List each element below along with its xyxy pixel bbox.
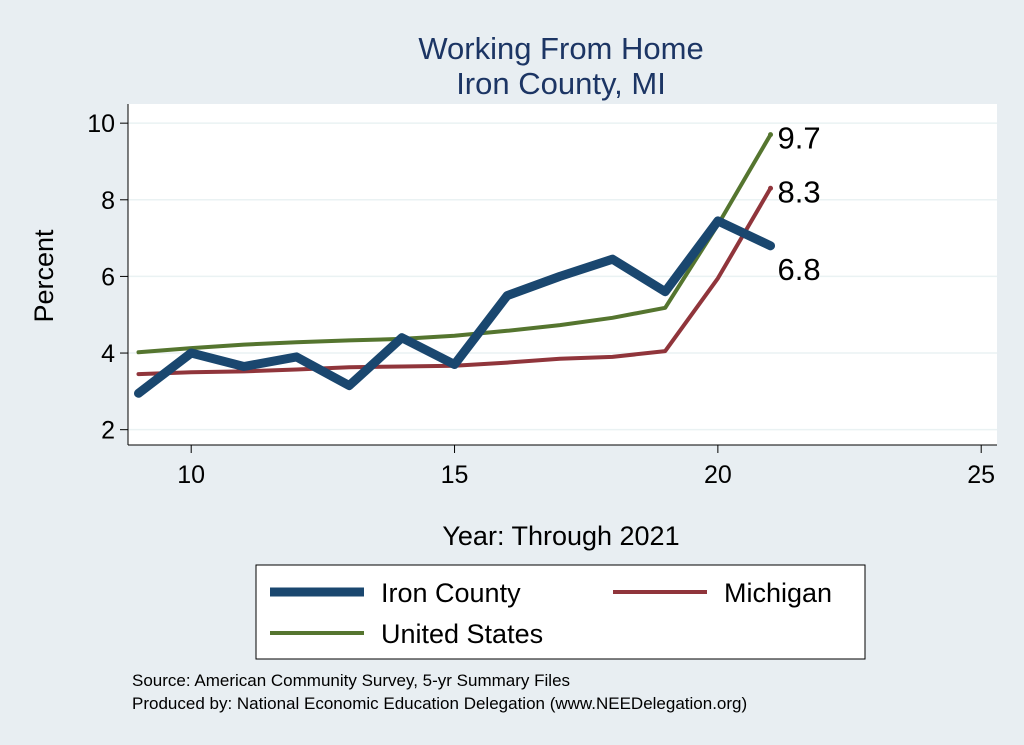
end-labels: 6.8 8.3 9.7 [768, 121, 821, 287]
y-tick-label: 4 [101, 340, 115, 368]
axis-ticks: 2 4 6 8 10 10 15 20 25 [87, 110, 995, 489]
x-tick-label: 15 [441, 461, 469, 489]
y-tick-label: 8 [101, 187, 115, 215]
y-tick-label: 2 [101, 417, 115, 445]
legend-label-united-states: United States [381, 619, 543, 649]
legend-box [255, 564, 866, 660]
chart-title-line-1: Working From Home [418, 31, 703, 66]
chart-title-line-2: Iron County, MI [456, 66, 666, 101]
legend-label-michigan: Michigan [724, 578, 832, 608]
y-tick-label: 10 [87, 110, 115, 138]
end-point-iron-county [768, 243, 774, 249]
source-note: Source: American Community Survey, 5-yr … [132, 671, 570, 690]
x-tick-label: 10 [177, 461, 205, 489]
x-tick-label: 20 [704, 461, 732, 489]
end-label-michigan: 8.3 [778, 174, 821, 209]
legend-label-iron-county: Iron County [381, 578, 521, 608]
end-point-michigan [768, 185, 774, 191]
y-axis-label: Percent [29, 229, 59, 323]
series-line-iron-county [134, 216, 775, 398]
end-label-iron-county: 6.8 [778, 252, 821, 287]
end-point-united-states [768, 132, 774, 138]
x-tick-label: 25 [967, 461, 995, 489]
series-line-united-states [136, 132, 773, 355]
x-axis-label: Year: Through 2021 [442, 521, 679, 551]
series-lines [134, 132, 775, 398]
y-tick-label: 6 [101, 263, 115, 291]
end-label-united-states: 9.7 [778, 121, 821, 156]
producer-note: Produced by: National Economic Education… [132, 694, 747, 713]
